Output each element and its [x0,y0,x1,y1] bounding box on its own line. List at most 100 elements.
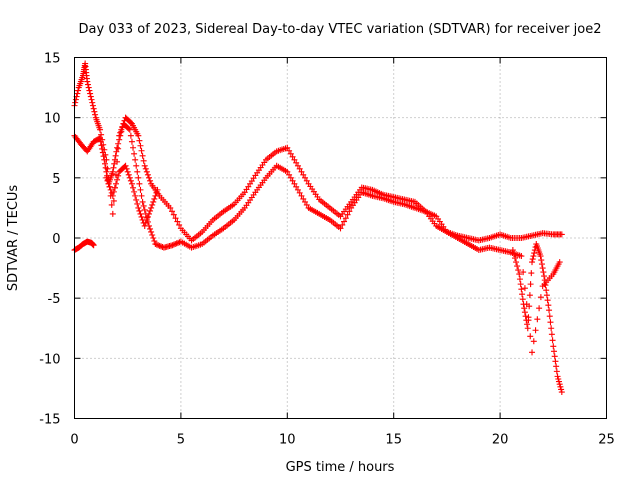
data-point [140,202,147,209]
data-point [132,192,139,199]
data-point [130,144,137,151]
data-point [150,235,157,241]
data-point [531,250,538,257]
y-tick-label: 10 [44,112,61,127]
data-point [153,241,160,248]
data-point [112,180,119,187]
data-point [169,242,176,249]
data-point [136,180,143,187]
data-point [100,141,107,148]
data-point [103,168,110,175]
data-point [113,148,120,155]
data-point [148,204,155,211]
data-point [296,165,303,172]
data-point [91,108,98,115]
data-point [548,325,555,332]
data-point [125,171,132,178]
data-point [284,144,291,151]
y-tick-label: 5 [52,172,60,187]
data-point [543,292,550,299]
data-point [339,221,346,228]
y-tick-label: -10 [39,352,60,367]
data-point [551,353,558,360]
x-tick-label: 15 [385,433,402,448]
data-point [102,160,109,167]
data-point [529,256,536,263]
data-point [99,136,106,143]
data-point [303,201,310,208]
data-point [176,221,183,228]
data-point [541,273,548,280]
data-point [509,247,516,254]
data-point [103,174,110,181]
data-point [119,123,126,130]
data-point [289,153,296,160]
data-point [115,172,122,179]
data-point [154,186,161,193]
data-point [519,296,526,303]
data-point [85,84,92,91]
data-point [141,206,148,213]
data-point [172,241,179,248]
data-point [172,215,179,222]
data-point [169,208,176,215]
data-point [122,162,129,169]
data-point [537,253,544,260]
data-point [558,386,565,393]
data-point [552,358,559,365]
data-point [528,270,535,277]
data-point [103,156,110,163]
series-track-d [103,162,161,229]
data-point [142,219,149,226]
data-point [337,225,344,232]
data-point [513,259,520,266]
data-point [140,157,147,164]
data-point [136,137,143,144]
data-point [116,132,123,139]
data-point [135,204,142,211]
data-point [147,177,154,184]
y-axis-label: SDTVAR / TECUs [6,185,21,292]
data-point [110,188,117,195]
data-point [516,276,523,283]
data-point [543,287,550,294]
data-point [139,198,146,205]
data-point [525,314,532,321]
data-point [516,271,523,278]
data-point [298,192,305,199]
data-point [87,90,94,97]
data-point [174,218,181,225]
data-point [558,389,565,396]
data-point [152,192,159,199]
series-track-c [71,238,97,254]
data-point [86,87,93,94]
data-point [542,282,549,289]
data-point [346,208,353,215]
data-point [546,313,553,320]
marks-layer [71,60,565,396]
data-point [84,81,91,88]
data-point [128,180,135,187]
data-point [74,90,81,97]
data-point [550,343,557,350]
data-point [519,291,526,298]
data-point [128,138,135,145]
data-point [553,368,560,375]
data-point [134,168,141,175]
data-point [143,168,150,175]
data-point [136,207,143,214]
x-axis-label: GPS time / hours [286,460,395,475]
data-point [537,294,544,301]
data-point [286,171,293,178]
data-point [114,176,121,183]
data-point [139,152,146,159]
data-point [137,210,144,217]
data-point [110,164,117,171]
data-point [529,259,536,266]
data-point [300,171,307,178]
data-point [145,174,152,181]
data-point [97,126,104,133]
data-point [84,78,91,85]
data-point [123,165,130,172]
